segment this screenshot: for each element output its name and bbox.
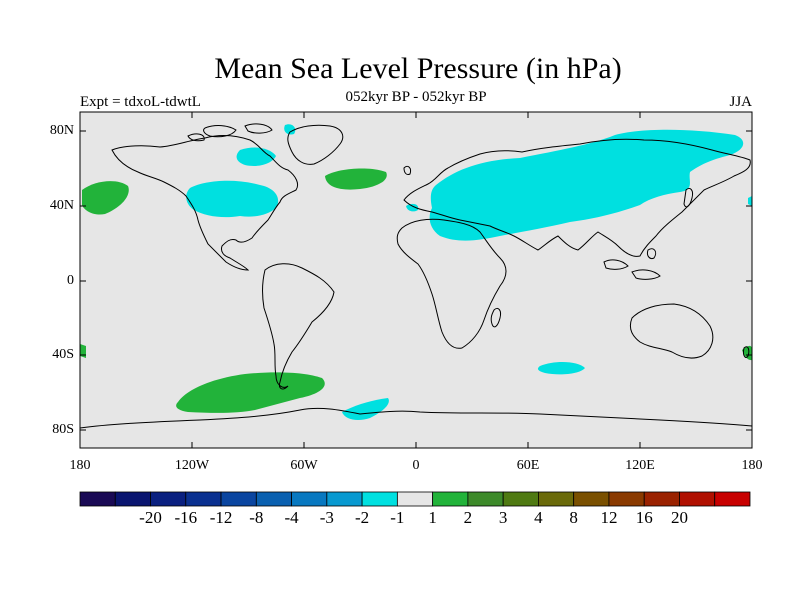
eurasia-coastline <box>403 138 751 257</box>
antarctica-coastline <box>79 407 753 429</box>
x-tick-label: 60W <box>290 458 318 473</box>
colorbar-swatch <box>361 491 398 507</box>
colorbar-swatch <box>502 491 539 507</box>
colorbar-swatch <box>220 491 257 507</box>
coastlines <box>79 123 753 429</box>
south-atlantic-negative-region <box>342 398 389 420</box>
iberia-negative-region <box>406 203 419 212</box>
colorbar-swatch <box>432 491 469 507</box>
greenland-negative-region <box>236 147 276 166</box>
north-atlantic-positive-region <box>325 168 387 190</box>
south-pacific-positive-region <box>176 372 325 413</box>
map-subtitle: 052kyr BP - 052kyr BP <box>345 89 487 105</box>
colorbar-swatch <box>291 491 328 507</box>
season-label: JJA <box>729 94 752 110</box>
colorbar-label: -16 <box>174 508 198 527</box>
colorbar-label: 20 <box>670 508 688 527</box>
colorbar-label: 1 <box>428 508 437 527</box>
british-isles-coastline <box>403 165 411 175</box>
new-zealand-positive-region <box>742 345 752 361</box>
east-edge-negative-region <box>748 196 752 206</box>
colorbar-label: -8 <box>249 508 264 527</box>
x-tick-label: 180 <box>69 458 91 473</box>
x-tick-label: 180 <box>741 458 763 473</box>
north-america-negative-region <box>186 180 279 218</box>
x-tick-label: 0 <box>412 458 420 473</box>
x-tick-label: 120W <box>174 458 210 473</box>
positive-anomaly-regions <box>80 168 752 413</box>
x-tick-label: 120E <box>625 458 655 473</box>
colorbar-swatch <box>255 491 292 507</box>
colorbar-label: 16 <box>635 508 653 527</box>
colorbar-label: 8 <box>569 508 578 527</box>
map-title: Mean Sea Level Pressure (in hPa) <box>214 52 622 85</box>
colorbar-swatch <box>643 491 680 507</box>
south-indian-negative-region <box>537 362 585 375</box>
y-tick-label: 40S <box>52 347 74 362</box>
colorbar-swatch <box>573 491 610 507</box>
colorbar-label: -4 <box>284 508 299 527</box>
x-tick-label: 60E <box>516 458 540 473</box>
colorbar-swatch <box>114 491 151 507</box>
south-america-coastline <box>262 263 335 390</box>
colorbar-swatch <box>79 491 116 507</box>
colorbar-label: -1 <box>390 508 405 527</box>
arctic-canada-negative-region <box>284 124 296 135</box>
colorbar-label: 2 <box>463 508 473 527</box>
y-tick-label: 40N <box>49 198 74 213</box>
colorbar-swatch <box>679 491 716 507</box>
colorbar-swatch <box>150 491 187 507</box>
colorbar <box>79 491 751 507</box>
colorbar-label: -20 <box>139 508 162 527</box>
greenland-coastline <box>287 124 344 165</box>
new-zealand-coastline <box>743 346 750 359</box>
eurasia-negative-region <box>429 129 744 241</box>
colorbar-swatch <box>396 491 434 507</box>
colorbar-label: -12 <box>209 508 233 527</box>
y-tick-label: 80S <box>52 422 74 437</box>
colorbar-label: -2 <box>355 508 370 527</box>
japan-coastline <box>683 187 693 208</box>
arctic-islands-coastline <box>187 123 273 142</box>
australia-coastline <box>629 303 714 359</box>
colorbar-swatch <box>608 491 645 507</box>
colorbar-label: -3 <box>319 508 334 527</box>
experiment-label: Expt = tdxoL-tdwtL <box>80 94 201 110</box>
tick-marks <box>79 112 753 448</box>
y-tick-label: 0 <box>67 273 74 288</box>
south-west-edge-positive-region <box>80 344 86 358</box>
colorbar-swatch <box>326 491 363 507</box>
north-pacific-positive-region <box>82 181 129 215</box>
y-tick-label: 80N <box>49 123 74 138</box>
colorbar-swatch <box>714 491 751 507</box>
colorbar-label: 3 <box>498 508 508 527</box>
north-america-coastline <box>111 135 299 271</box>
negative-anomaly-regions <box>186 124 752 420</box>
africa-coastline <box>396 218 507 349</box>
madagascar-coastline <box>490 307 501 328</box>
colorbar-swatch <box>538 491 575 507</box>
colorbar-swatch <box>185 491 222 507</box>
colorbar-label: 12 <box>600 508 618 527</box>
southeast-asia-islands-coastline <box>603 248 661 280</box>
colorbar-swatch <box>467 491 504 507</box>
colorbar-label: 4 <box>534 508 543 527</box>
